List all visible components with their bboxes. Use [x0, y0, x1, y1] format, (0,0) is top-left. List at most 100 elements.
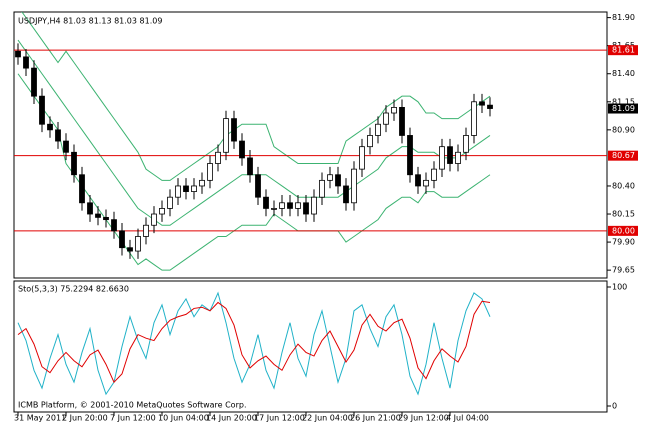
candle-body — [487, 104, 493, 109]
stochastic-line — [17, 291, 491, 396]
candle-body — [151, 213, 157, 226]
level-label: 80.67 — [612, 151, 635, 160]
candle-body — [279, 202, 285, 209]
candle-body — [295, 202, 301, 209]
stochastic-line — [17, 300, 491, 384]
y-tick-label: 81.90 — [612, 13, 635, 22]
candle-body — [111, 219, 117, 232]
stochastic-plot — [17, 291, 491, 396]
x-tick-label: 14 Jun 20:00 — [206, 414, 257, 423]
x-tick-label: 4 Jul 04:00 — [446, 414, 489, 423]
level-tag — [608, 150, 638, 161]
last-price-tag — [608, 103, 638, 114]
price-title: USDJPY,H4 81.03 81.13 81.03 81.09 — [18, 17, 162, 26]
candle-body — [63, 140, 69, 153]
candle-body — [471, 101, 477, 136]
candle-body — [359, 146, 365, 170]
x-tick-label: 17 Jun 12:00 — [254, 414, 305, 423]
candle-body — [55, 129, 61, 142]
y-tick-label: 80.15 — [612, 210, 635, 219]
x-tick-label: 29 Jun 12:00 — [398, 414, 449, 423]
candle-body — [319, 179, 325, 198]
candle-body — [271, 208, 277, 210]
x-tick-label: 26 Jun 21:00 — [350, 414, 401, 423]
candle-body — [143, 224, 149, 237]
candle-body — [127, 247, 133, 252]
candle-body — [183, 185, 189, 192]
y-tick-label: 79.90 — [612, 238, 635, 247]
y-tick-label: 81.15 — [612, 97, 635, 106]
candle-body — [247, 157, 253, 176]
y-tick-label: 79.65 — [612, 266, 635, 275]
x-tick-label: 22 Jun 04:00 — [302, 414, 353, 423]
y-tick-label: 80.40 — [612, 181, 635, 190]
candle-body — [311, 196, 317, 215]
x-tick-label: 10 Jun 04:00 — [158, 414, 209, 423]
copyright: ICMB Platform, © 2001-2010 MetaQuotes So… — [18, 401, 247, 410]
candle-body — [207, 163, 213, 181]
candle-body — [79, 174, 85, 204]
stochastic-title: Sto(5,3,3) 75.2294 82.6630 — [18, 285, 129, 294]
candle-body — [223, 118, 229, 153]
level-label: 81.61 — [612, 46, 635, 55]
candle-body — [15, 50, 21, 58]
y-tick-label: 81.40 — [612, 69, 635, 78]
y-tick-label: 80.90 — [612, 125, 635, 134]
price-panel — [13, 11, 608, 279]
candle-body — [239, 140, 245, 159]
candle-body — [159, 208, 165, 215]
candle-body — [391, 107, 397, 114]
candle-body — [95, 213, 101, 218]
price-plot — [14, 12, 607, 271]
candle-body — [423, 179, 429, 187]
candle-body — [407, 135, 413, 176]
last-price-label: 81.09 — [612, 104, 635, 113]
candle-body — [399, 107, 405, 136]
candle-body — [135, 236, 141, 252]
candle-body — [167, 196, 173, 209]
candle-body — [175, 185, 181, 198]
candle-body — [327, 174, 333, 181]
candle-body — [255, 174, 261, 198]
candle-body — [23, 56, 29, 69]
candle-body — [383, 112, 389, 125]
candle-body — [431, 168, 437, 181]
candle-body — [351, 168, 357, 204]
candle-body — [215, 151, 221, 164]
candle-body — [463, 135, 469, 153]
candle-body — [287, 202, 293, 209]
level-tag — [608, 225, 638, 236]
candle-body — [87, 202, 93, 215]
candle-body — [479, 101, 485, 106]
candle-body — [39, 95, 45, 125]
candle-body — [439, 146, 445, 170]
candle-body — [231, 118, 237, 142]
y-tick-label: 100 — [612, 283, 627, 292]
x-tick-label: 2 Jun 20:00 — [62, 414, 108, 423]
candle-body — [47, 123, 53, 131]
candle-body — [367, 135, 373, 148]
bollinger-band — [17, 73, 491, 271]
y-tick-label: 0 — [612, 402, 617, 411]
stochastic-panel — [13, 280, 608, 413]
bollinger-band — [21, 12, 491, 181]
candle-body — [455, 151, 461, 164]
candle-body — [119, 230, 125, 249]
level-tag — [608, 45, 638, 56]
candle-body — [71, 151, 77, 176]
candle-body — [303, 202, 309, 215]
candle-body — [415, 174, 421, 187]
candle-body — [103, 216, 109, 221]
candle-body — [447, 146, 453, 164]
candle-body — [191, 185, 197, 192]
candle-body — [335, 174, 341, 187]
x-tick-label: 7 Jun 12:00 — [110, 414, 156, 423]
x-tick-label: 31 May 2011 — [14, 414, 66, 423]
candle-body — [343, 185, 349, 204]
candle-body — [199, 179, 205, 187]
candle-body — [263, 196, 269, 209]
candle-body — [375, 123, 381, 136]
candle-body — [31, 67, 37, 97]
level-label: 80.00 — [612, 226, 635, 235]
